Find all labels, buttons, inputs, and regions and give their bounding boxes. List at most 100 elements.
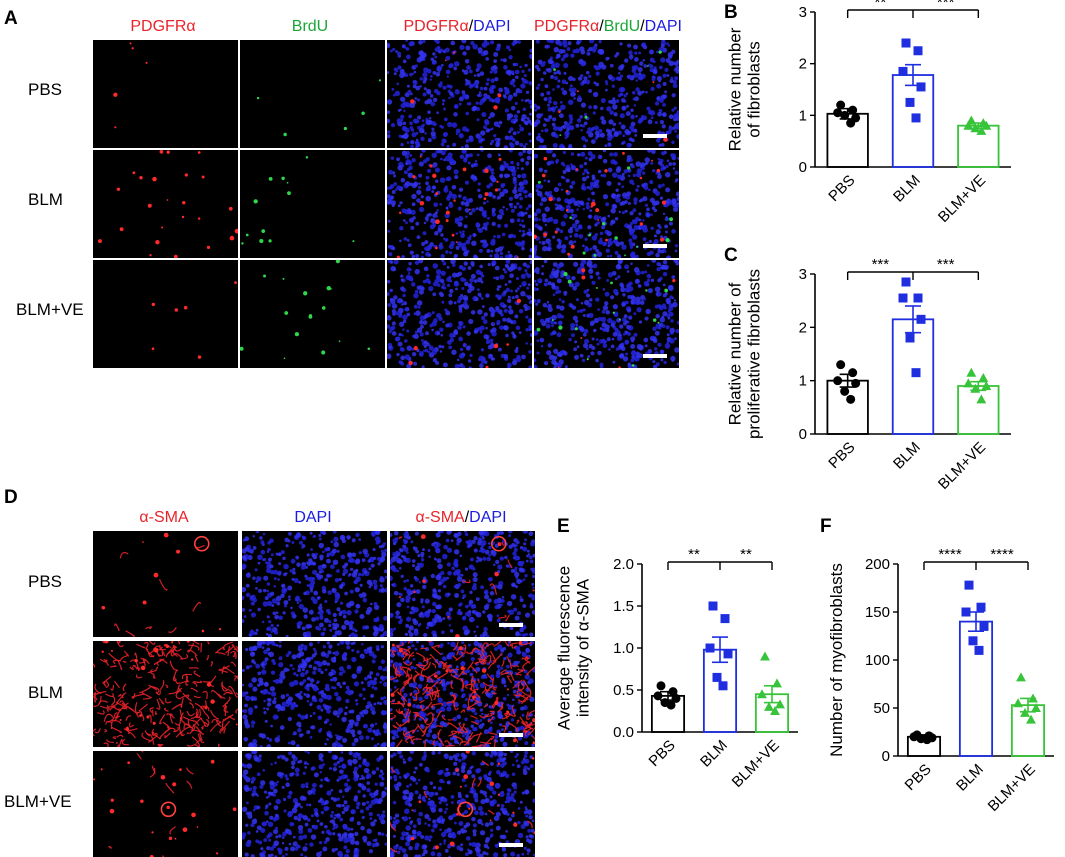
- panel-f-label: F: [820, 516, 832, 538]
- y-tick-label: 3: [799, 4, 807, 21]
- panel-d-col-2: DAPI: [242, 509, 384, 527]
- scale-bar: [643, 244, 667, 248]
- panel-d-row-blm-ve: BLM+VE: [4, 792, 72, 812]
- data-point: [976, 394, 986, 403]
- scale-bar: [643, 354, 667, 358]
- y-axis-label: Relative numberof fibroblasts: [726, 27, 764, 151]
- data-point: [772, 678, 782, 687]
- data-point: [760, 651, 770, 660]
- micrograph-a-r1-c4: [534, 40, 679, 148]
- scale-bar: [643, 134, 667, 138]
- y-tick-label: 50: [873, 700, 890, 717]
- x-tick-label: BLM: [953, 761, 987, 795]
- panel-a-row-pbs: PBS: [28, 80, 62, 100]
- x-tick-label: BLM: [890, 172, 924, 206]
- sig-label: **: [740, 546, 752, 563]
- micrograph-a-r2-c4: [534, 150, 679, 258]
- x-tick-label: BLM+VE: [985, 761, 1039, 815]
- y-tick-label: 0: [882, 748, 890, 765]
- y-tick-label: 0.5: [613, 682, 634, 699]
- y-tick-label: 150: [865, 604, 890, 621]
- data-point: [840, 387, 849, 396]
- y-axis-label: Number of myofibroblasts: [827, 563, 846, 757]
- panel-e-label: E: [557, 516, 570, 538]
- sig-label: ****: [938, 546, 962, 563]
- data-point: [923, 735, 932, 744]
- y-tick-label: 2: [799, 319, 807, 336]
- data-point: [917, 82, 926, 91]
- data-point: [902, 278, 911, 287]
- panel-d-col-1: α-SMA: [93, 509, 235, 527]
- data-point: [977, 603, 986, 612]
- y-tick-label: 100: [865, 652, 890, 669]
- scale-bar: [499, 843, 523, 847]
- data-point: [851, 379, 860, 388]
- micrograph-a-r3-c1: [93, 260, 238, 368]
- panel-a-col-1: PDGFRα: [93, 18, 233, 36]
- data-point: [657, 681, 666, 690]
- data-point: [975, 646, 984, 655]
- scale-bar: [499, 623, 523, 627]
- data-point: [709, 602, 718, 611]
- panel-a-col-2: BrdU: [240, 18, 380, 36]
- y-tick-label: 1: [799, 373, 807, 390]
- data-point: [902, 39, 911, 48]
- data-point: [914, 46, 923, 55]
- panel-d-row-blm: BLM: [28, 683, 63, 703]
- data-point: [969, 636, 978, 645]
- data-point: [848, 368, 857, 377]
- x-tick-label: PBS: [646, 737, 679, 770]
- micrograph-d-r2-c1: [93, 641, 238, 747]
- data-point: [1013, 698, 1023, 707]
- sig-label: ***: [872, 256, 890, 273]
- x-tick-label: BLM+VE: [729, 737, 783, 791]
- data-point: [724, 649, 733, 658]
- data-point: [775, 699, 785, 708]
- micrograph-a-r3-c4: [534, 260, 679, 368]
- data-point: [713, 673, 722, 682]
- data-point: [833, 376, 842, 385]
- data-point: [912, 368, 921, 377]
- data-point: [912, 113, 921, 122]
- panel-a-row-blm: BLM: [28, 190, 63, 210]
- x-tick-label: BLM+VE: [935, 172, 989, 226]
- y-tick-label: 1.0: [613, 640, 634, 657]
- sig-label: ****: [990, 546, 1014, 563]
- data-point: [906, 334, 915, 343]
- panel-a-row-blm-ve: BLM+VE: [16, 300, 84, 320]
- micrograph-d-r1-c1: [93, 531, 238, 637]
- panel-d-col-3: α-SMA/DAPI: [390, 509, 532, 527]
- y-axis-label: Relative number ofproliferative fibrobla…: [726, 269, 764, 439]
- micrograph-d-r3-c2: [242, 751, 387, 857]
- y-tick-label: 3: [799, 266, 807, 283]
- data-point: [917, 315, 926, 324]
- data-point: [836, 101, 845, 110]
- y-tick-label: 2: [799, 56, 807, 73]
- data-point: [721, 614, 730, 623]
- data-point: [846, 395, 855, 404]
- panel-a-col-4: PDGFRα/BrdU/DAPI: [534, 18, 674, 36]
- micrograph-a-r1-c2: [240, 40, 385, 148]
- y-tick-label: 1.5: [613, 598, 634, 615]
- sig-label: ***: [937, 256, 955, 273]
- micrograph-a-r2-c1: [93, 150, 238, 258]
- bar-blm-ve: [958, 386, 999, 434]
- data-point: [848, 106, 857, 115]
- micrograph-a-r2-c3: [387, 150, 532, 258]
- micrograph-a-r3-c2: [240, 260, 385, 368]
- data-point: [914, 294, 923, 303]
- sig-label: ***: [937, 0, 955, 11]
- panel-d-row-pbs: PBS: [28, 572, 62, 592]
- data-point: [1016, 672, 1026, 681]
- x-tick-label: BLM: [890, 439, 924, 473]
- micrograph-a-r1-c1: [93, 40, 238, 148]
- data-point: [846, 119, 855, 128]
- micrograph-d-r1-c3: [390, 531, 535, 637]
- data-point: [963, 378, 973, 387]
- x-tick-label: BLM: [697, 737, 731, 771]
- data-point: [706, 644, 715, 653]
- micrograph-d-r1-c2: [242, 531, 387, 637]
- sig-label: **: [874, 0, 886, 11]
- x-tick-label: BLM+VE: [935, 439, 989, 490]
